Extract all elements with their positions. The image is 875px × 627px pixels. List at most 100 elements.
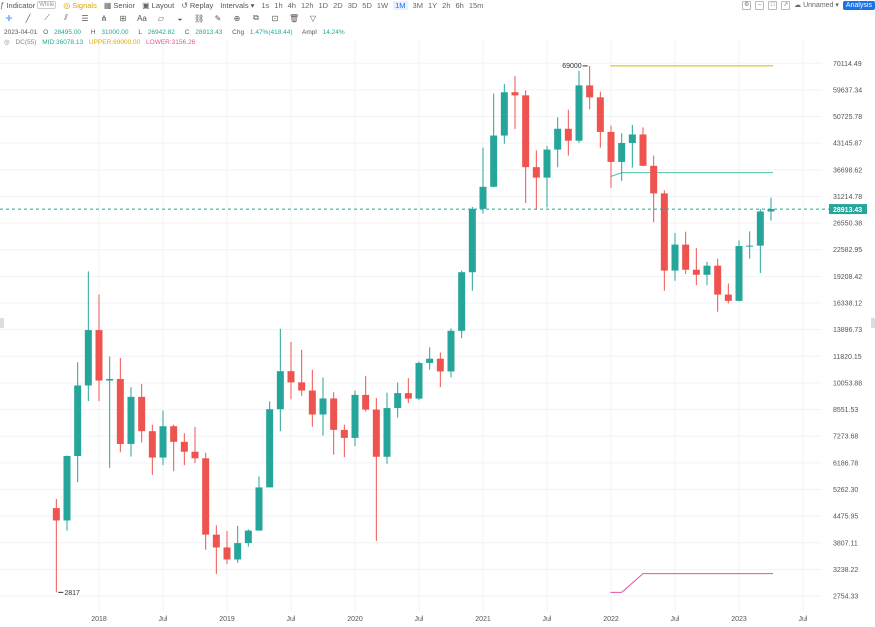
candle[interactable] [52,498,60,593]
indicator-button[interactable]: ƒ Indicator While [0,0,57,10]
screenshot-icon[interactable]: ⊡ [271,13,279,23]
eye-icon[interactable]: ⧉ [253,13,259,22]
crosshair-icon[interactable]: ✛ [5,13,13,23]
candle[interactable] [383,392,391,464]
candle[interactable] [202,452,210,550]
ruler-icon[interactable]: ▱ [157,13,165,23]
interval-15m[interactable]: 15m [468,0,484,10]
candle[interactable] [543,146,551,208]
candle[interactable] [436,352,444,388]
interval-1y[interactable]: 1Y [427,0,438,10]
price-axis[interactable]: 70114.49 59637.34 50725.78 43145.87 36698.62… [829,61,867,601]
candle[interactable] [596,91,604,148]
candle[interactable] [276,328,284,432]
intervals-dropdown[interactable]: Intervals ▾ [220,0,255,10]
candle[interactable] [223,530,231,564]
candle[interactable] [95,294,103,402]
interval-1w[interactable]: 1W [376,0,389,10]
left-collapse-handle[interactable] [0,318,4,328]
candle[interactable] [266,401,274,488]
interval-1m[interactable]: 1M [393,0,408,10]
horizontal-line-icon[interactable]: ☰ [81,13,89,23]
pen-icon[interactable]: ✎ [214,13,222,23]
interval-2h[interactable]: 2h [442,0,451,10]
candle[interactable] [714,258,722,312]
candle[interactable] [298,349,306,396]
candle[interactable] [362,375,370,412]
candles[interactable] [52,65,775,593]
candle[interactable] [458,270,466,339]
candle[interactable] [447,328,455,378]
candle[interactable] [308,369,316,427]
candle[interactable] [170,424,178,472]
candle[interactable] [148,424,156,475]
candle[interactable] [511,76,519,130]
candle[interactable] [415,361,423,401]
candle[interactable] [319,377,327,436]
candle[interactable] [330,392,338,455]
time-axis[interactable]: 2018 Jul 2019 Jul 2020 Jul 2021 Jul 2022 Jul 2023 J… [91,616,808,623]
candle[interactable] [234,525,242,563]
candle[interactable] [746,231,754,259]
lock-icon[interactable]: ⊕ [233,13,241,23]
candle[interactable] [138,383,146,443]
candle[interactable] [351,390,359,447]
link-icon[interactable]: ⛓ [194,13,205,23]
candle[interactable] [682,231,690,274]
candle[interactable] [650,155,658,223]
candle[interactable] [564,109,572,156]
candle[interactable] [618,133,626,181]
share-icon[interactable]: ↗ [781,0,791,10]
interval-3m[interactable]: 3M [412,0,423,10]
interval-12h[interactable]: 12h [300,0,314,10]
candle[interactable] [287,341,295,400]
candle[interactable] [490,93,498,188]
interval-1h[interactable]: 1h [274,0,283,10]
candle[interactable] [468,206,476,291]
signals-button[interactable]: ◎ Signals [63,0,97,10]
candle[interactable] [372,397,380,541]
delete-icon[interactable]: 🗑 [289,13,300,23]
senior-button[interactable]: ▦ Senior [103,0,136,10]
candle[interactable] [426,347,434,370]
candle[interactable] [671,233,679,281]
interval-1s[interactable]: 1s [261,0,270,10]
candle[interactable] [639,127,647,167]
interval-3d[interactable]: 3D [347,0,358,10]
candle[interactable] [575,70,583,143]
candle[interactable] [628,124,636,168]
candle[interactable] [340,424,348,458]
candle[interactable] [84,271,92,402]
candle[interactable] [106,356,114,468]
candle[interactable] [724,283,732,304]
candle[interactable] [522,90,530,203]
candle[interactable] [74,362,82,483]
candle[interactable] [159,410,167,466]
candle[interactable] [479,147,487,214]
candle[interactable] [703,261,711,286]
candle[interactable] [607,125,615,188]
interval-4h[interactable]: 4h [287,0,296,10]
interval-5d[interactable]: 5D [362,0,372,10]
right-collapse-handle[interactable] [871,318,875,328]
indicator-legend[interactable]: ◎ DC(55) MID:36078.13 UPPER:69000.00 LOW… [4,38,199,46]
text-icon[interactable]: Aa [137,13,147,23]
candle[interactable] [244,529,252,547]
candle[interactable] [191,426,199,464]
fib-icon[interactable]: ⋔ [100,13,108,23]
interval-6h[interactable]: 6h [455,0,464,10]
candle[interactable] [500,84,508,144]
analysis-button[interactable]: Analysis [842,0,875,10]
candle[interactable] [180,433,188,466]
candle[interactable] [394,382,402,418]
candle[interactable] [255,476,263,531]
candle[interactable] [212,525,220,574]
candle[interactable] [660,190,668,291]
interval-2d[interactable]: 2D [333,0,343,10]
layout-button[interactable]: ▣ Layout [142,0,175,10]
interval-1d[interactable]: 1D [318,0,329,10]
parallel-icon[interactable]: ⫽ [64,13,68,22]
minimize-icon[interactable]: – [755,0,765,10]
layout-name-dropdown[interactable]: ☁ Unnamed ▾ [794,2,839,9]
